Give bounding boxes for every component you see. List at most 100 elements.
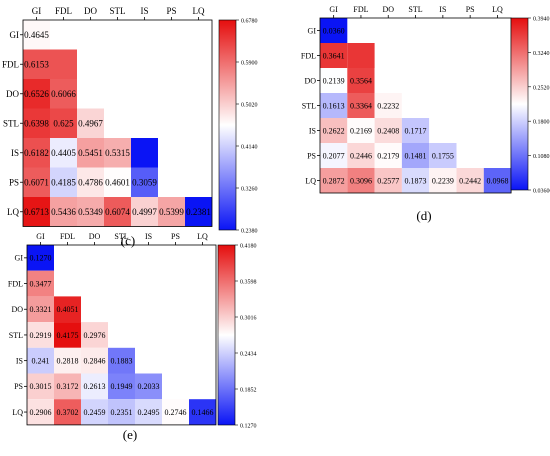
cell-value-label: 0.4405	[51, 148, 76, 158]
heatmap-cell	[320, 68, 348, 93]
heatmap-cell	[483, 168, 512, 193]
cell-value-label: 0.2169	[350, 126, 372, 135]
cell-value-label: 0.2139	[323, 76, 345, 85]
cell-value-label: 0.1755	[432, 151, 454, 160]
x-tick-label: STL	[114, 232, 128, 241]
x-tick-label: GI	[36, 232, 45, 241]
heatmap-cell	[429, 143, 457, 168]
heatmap-cell	[131, 138, 158, 168]
x-tick-label: PS	[466, 5, 475, 14]
cell-value-label: 0.1613	[323, 101, 345, 110]
cell-value-label: 0.6398	[24, 118, 49, 128]
x-tick-label: STL	[408, 5, 422, 14]
heatmap-panel-3: 0.1270 0.3477 0.3321 0.4051 0.2919 0.4175 0.29…	[8, 232, 257, 442]
colorbar-tick-label: 0.6780	[241, 19, 258, 25]
cell-value-label: 0.6066	[51, 89, 76, 99]
heatmap-cell	[27, 270, 54, 297]
heatmap-cell	[81, 399, 108, 425]
heatmap-cell	[108, 373, 135, 400]
heatmap-cell	[104, 108, 131, 138]
cell-value-label: 0.4185	[51, 177, 76, 187]
cell-value-label: 0.2232	[377, 101, 399, 110]
colorbar-tick-label: 0.3016	[240, 316, 257, 322]
heatmap-cell	[401, 143, 430, 168]
cell-value-label: 0.0968	[486, 176, 508, 185]
x-tick-label: DO	[382, 5, 394, 14]
colorbar-tick-label: 0.1270	[240, 424, 257, 430]
x-tick-label: STL	[109, 6, 125, 16]
heatmap-cell	[81, 373, 108, 400]
cell-value-label: 0.6713	[24, 207, 49, 217]
cell-value-label: 0.625	[53, 118, 74, 128]
y-tick-label: STL	[9, 331, 23, 340]
cell-value-label: 0.6071	[24, 177, 49, 187]
heatmap-cell	[50, 108, 77, 138]
cell-value-label: 0.2622	[323, 126, 345, 135]
cell-value-label: 0.2846	[84, 356, 106, 365]
cell-value-label: 0.4786	[78, 177, 103, 187]
panel-label: (d)	[416, 208, 431, 223]
heatmap-cell	[54, 296, 81, 323]
heatmap-cell	[374, 68, 402, 93]
cell-value-label: 0.2495	[138, 408, 160, 417]
colorbar-tick-label: 0.2434	[240, 352, 257, 358]
y-tick-label: IS	[16, 356, 23, 365]
heatmap-cell	[50, 197, 77, 227]
x-tick-label: LQ	[492, 5, 503, 14]
heatmap-cell	[162, 373, 189, 400]
y-tick-label: PS	[14, 382, 23, 391]
colorbar	[510, 17, 529, 191]
heatmap-cell	[81, 322, 108, 348]
colorbar	[218, 19, 237, 231]
heatmap-cell	[77, 108, 104, 138]
cell-value-label: 0.2919	[30, 331, 52, 340]
heatmap-cell	[320, 168, 348, 193]
x-tick-label: LQ	[193, 6, 205, 16]
cell-value-label: 0.3096	[350, 176, 372, 185]
cell-value-label: 0.2446	[350, 151, 372, 160]
heatmap-cell	[50, 79, 77, 109]
x-tick-label: GI	[329, 5, 338, 14]
colorbar-tick-label: 0.1080	[533, 154, 550, 160]
heatmap-cell	[347, 168, 375, 193]
colorbar-tick-label: 0.1852	[240, 388, 257, 394]
cell-value-label: 0.2459	[84, 408, 106, 417]
panel-label: (c)	[121, 233, 135, 248]
cell-value-label: 0.1949	[111, 382, 133, 391]
cell-value-label: 0.2442	[459, 176, 481, 185]
colorbar-tick-label: 0.5900	[241, 61, 258, 67]
cell-value-label: 0.241	[32, 356, 50, 365]
x-tick-label: IS	[140, 6, 148, 16]
cell-value-label: 0.1873	[405, 176, 427, 185]
heatmap-cell	[23, 49, 50, 79]
x-tick-label: PS	[166, 6, 176, 16]
cell-value-label: 0.2613	[84, 382, 106, 391]
heatmap-cell	[77, 167, 104, 197]
y-tick-label: GI	[10, 30, 20, 40]
cell-value-label: 0.5451	[78, 148, 103, 158]
colorbar-tick-label: 0.4140	[241, 145, 258, 151]
heatmap-cell	[320, 18, 348, 43]
cell-value-label: 0.5349	[78, 207, 103, 217]
y-tick-label: LQ	[305, 176, 316, 185]
cell-value-label: 0.2577	[377, 176, 399, 185]
y-tick-label: FDL	[8, 279, 23, 288]
cell-value-label: 0.3015	[30, 382, 52, 391]
cell-value-label: 0.2746	[165, 408, 187, 417]
x-tick-label: FDL	[60, 232, 75, 241]
cell-value-label: 0.0360	[323, 26, 345, 35]
y-tick-label: IS	[309, 126, 316, 135]
heatmap-cell	[54, 347, 81, 374]
cell-value-label: 0.2408	[377, 126, 399, 135]
cell-value-label: 0.4051	[57, 305, 79, 314]
heatmap-cell	[50, 138, 77, 168]
heatmap-cell	[54, 270, 81, 297]
cell-value-label: 0.4601	[105, 177, 130, 187]
colorbar	[217, 244, 236, 426]
heatmap-cell	[135, 373, 162, 400]
heatmap-cell	[320, 143, 348, 168]
cell-value-label: 0.4175	[57, 331, 79, 340]
cell-value-label: 0.3172	[57, 382, 79, 391]
